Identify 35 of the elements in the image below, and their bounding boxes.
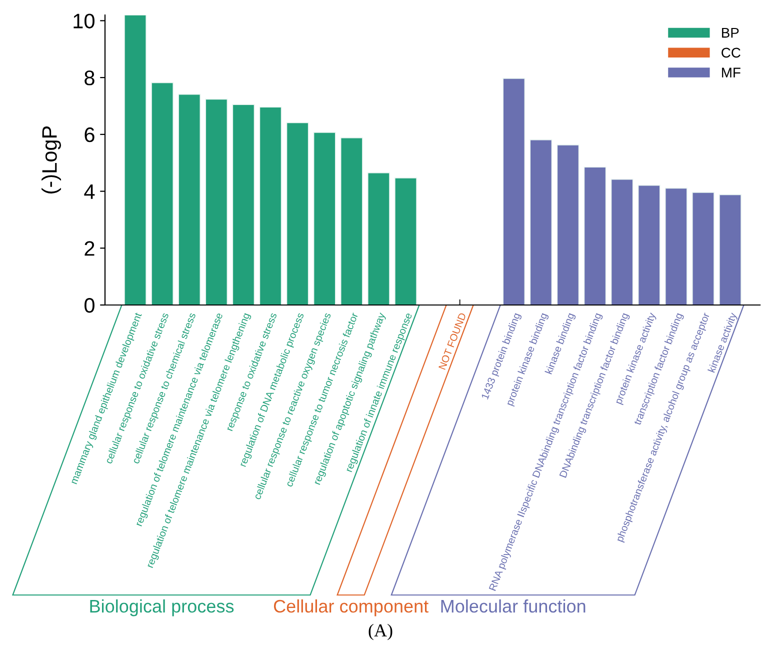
- legend-label: BP: [722, 28, 739, 38]
- bar: [178, 94, 201, 305]
- bar: [610, 178, 634, 305]
- text: (A): [368, 624, 392, 640]
- bar: [584, 166, 606, 305]
- bar: [340, 137, 363, 305]
- y-tick-label: 0: [84, 298, 94, 313]
- bar: [259, 106, 282, 305]
- bar: [638, 184, 660, 305]
- y-tick-label: 2: [84, 241, 94, 256]
- text: Molecular function: [441, 599, 586, 613]
- bar: [719, 194, 742, 305]
- y-tick-label: 8: [84, 70, 94, 86]
- bar: [205, 98, 228, 305]
- bar: [286, 122, 309, 305]
- legend-label: CC: [722, 48, 740, 58]
- bar: [232, 104, 255, 305]
- bar: [367, 172, 390, 305]
- y-axis-title: (-)LogP: [42, 126, 61, 194]
- text: Cellular component: [274, 599, 428, 616]
- y-tick-label: 10: [74, 14, 94, 28]
- bar: [556, 144, 580, 305]
- bar: [394, 177, 417, 305]
- bar: [530, 139, 552, 305]
- text: Biological process: [90, 599, 234, 616]
- y-tick-label: 6: [84, 127, 94, 142]
- bar: [502, 78, 526, 305]
- bar: [151, 82, 174, 305]
- y-tick-label: 4: [84, 184, 95, 199]
- bar: [664, 188, 688, 305]
- bar: [692, 192, 714, 305]
- bar: [124, 15, 147, 305]
- legend-label: MF: [722, 68, 740, 78]
- x-tick-label: kinase activity: [708, 312, 739, 374]
- bar: [313, 132, 336, 305]
